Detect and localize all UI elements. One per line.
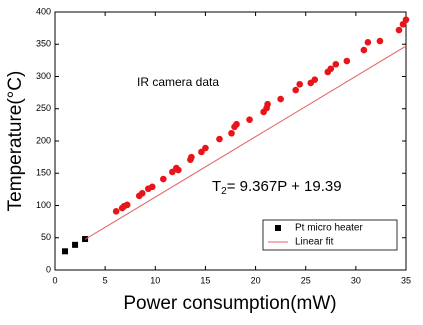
- y-axis-title: Temperature(°C): [5, 71, 26, 212]
- x-tick-label: 10: [150, 275, 160, 285]
- point: [264, 100, 271, 108]
- x-axis-title: Power consumption(mW): [123, 293, 336, 314]
- point: [233, 120, 240, 128]
- point: [332, 60, 340, 68]
- point: [343, 57, 351, 65]
- point: [148, 183, 156, 191]
- point: [112, 208, 120, 215]
- point: [395, 26, 403, 34]
- fit-line: [84, 45, 407, 240]
- y-tick-label: 400: [36, 6, 51, 16]
- x-tick-label: 20: [251, 275, 261, 285]
- y-tick-label: 0: [46, 264, 51, 274]
- y-tick-label: 350: [36, 39, 51, 49]
- legend-marker: [275, 225, 281, 231]
- x-tick-label: 15: [200, 275, 210, 285]
- point: [364, 39, 372, 46]
- y-tick-label: 50: [41, 232, 51, 242]
- equation-subscript: 2: [221, 186, 227, 197]
- point: [246, 116, 253, 124]
- point: [292, 86, 299, 94]
- x-tick-label: 25: [301, 275, 311, 285]
- point: [188, 153, 195, 161]
- x-tick-label: 5: [103, 275, 108, 285]
- point: [311, 76, 319, 84]
- x-tick-label: 0: [52, 275, 57, 285]
- point: [202, 144, 209, 152]
- equation: T2= 9.367P + 19.39: [212, 178, 342, 197]
- legend-box: [262, 219, 398, 251]
- equation-rest: = 9.367P + 19.39: [227, 178, 342, 195]
- annotation: IR camera data: [137, 75, 219, 89]
- point: [160, 175, 167, 183]
- point: [62, 248, 69, 255]
- y-tick-label: 250: [36, 103, 51, 113]
- point: [327, 65, 335, 73]
- y-tick-label: 100: [36, 200, 51, 210]
- y-tick-label: 200: [36, 135, 51, 145]
- point: [228, 129, 235, 137]
- point: [123, 201, 131, 209]
- equation-base: T: [212, 178, 221, 195]
- point: [138, 189, 146, 197]
- legend-label: Linear fit: [295, 237, 334, 248]
- x-tick-label: 30: [351, 275, 361, 285]
- point: [376, 37, 384, 45]
- point: [175, 166, 182, 174]
- x-tick-label: 35: [401, 275, 411, 285]
- y-tick-label: 150: [36, 168, 51, 178]
- point: [360, 46, 368, 54]
- y-tick-label: 300: [36, 71, 51, 81]
- point: [296, 80, 303, 88]
- point: [216, 135, 223, 143]
- point: [277, 95, 284, 103]
- point: [72, 241, 79, 248]
- legend-label: Pt micro heater: [295, 223, 363, 234]
- point: [402, 16, 410, 24]
